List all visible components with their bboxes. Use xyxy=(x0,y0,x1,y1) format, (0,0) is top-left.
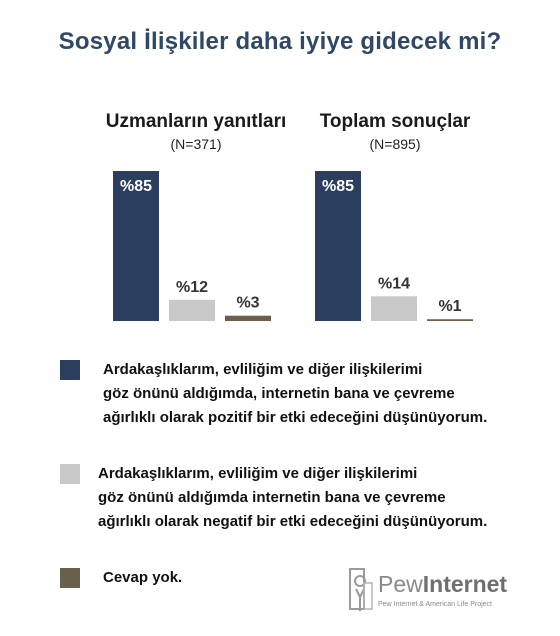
logo-tagline: Pew Internet & American Life Project xyxy=(378,601,492,608)
bar xyxy=(371,296,417,321)
legend-swatch-positive xyxy=(60,360,80,380)
legend-swatch-no-answer xyxy=(60,568,80,588)
bar xyxy=(225,315,271,321)
legend-line: ağırlıklı olarak pozitif bir etki edeceğ… xyxy=(103,409,488,426)
legend-line: Ardakaşlıklarım, evliliğim ve diğer iliş… xyxy=(103,361,423,378)
panel-subtitle-experts: (N=371) xyxy=(170,136,222,152)
data-label: %1 xyxy=(438,298,461,315)
logo-brand-light: Pew xyxy=(378,571,423,597)
bar-chart: %85 %12 %3 %85 %14 %1 xyxy=(113,171,473,321)
data-label: %85 xyxy=(120,178,152,195)
bar xyxy=(427,319,473,321)
legend-swatch-negative xyxy=(60,464,80,484)
data-label: %85 xyxy=(322,178,354,195)
panel-title-total: Toplam sonuçlar xyxy=(319,111,471,132)
bar xyxy=(315,171,361,321)
legend-line: Cevap yok. xyxy=(103,569,183,586)
legend-line: göz önünü aldığımda, internetin bana ve … xyxy=(103,385,455,402)
chart-title: Sosyal İlişkiler daha iyiye gidecek mi? xyxy=(58,28,502,55)
panel-title-experts: Uzmanların yanıtları xyxy=(105,111,287,132)
panel-subtitle-total: (N=895) xyxy=(369,136,421,152)
legend-line: Ardakaşlıklarım, evliliğim ve diğer iliş… xyxy=(98,465,418,482)
data-label: %12 xyxy=(176,279,208,296)
pew-logo-icon xyxy=(349,568,373,611)
logo-brand-bold: Internet xyxy=(422,571,508,597)
bar xyxy=(169,299,215,321)
data-label: %3 xyxy=(236,295,259,312)
legend-line: göz önünü aldığımda internetin bana ve ç… xyxy=(98,489,446,506)
pew-internet-logo: PewInternet Pew Internet & American Life… xyxy=(346,567,516,617)
bar xyxy=(113,171,159,321)
data-label: %14 xyxy=(378,275,410,292)
legend-line: ağırlıklı olarak negatif bir etki edeceğ… xyxy=(98,513,488,530)
